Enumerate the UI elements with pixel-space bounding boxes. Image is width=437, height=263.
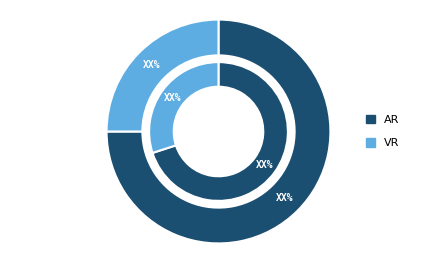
Wedge shape [149, 62, 218, 153]
Text: XX%: XX% [256, 160, 274, 170]
Legend: AR, VR: AR, VR [366, 115, 399, 148]
Text: XX%: XX% [143, 60, 161, 70]
Wedge shape [107, 19, 218, 132]
Wedge shape [153, 62, 288, 201]
Text: XX%: XX% [276, 193, 294, 203]
Wedge shape [107, 19, 330, 244]
Text: XX%: XX% [163, 93, 181, 103]
